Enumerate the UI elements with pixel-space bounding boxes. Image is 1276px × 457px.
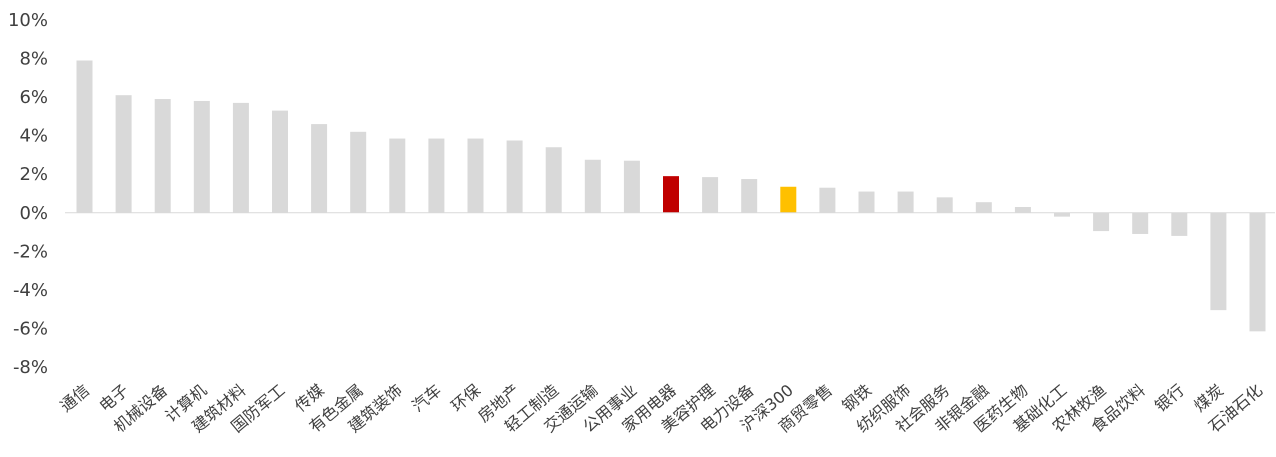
- bar-17: [741, 179, 758, 213]
- bar-24: [1014, 206, 1031, 213]
- bar-9: [428, 138, 445, 213]
- bar-30: [1249, 212, 1266, 332]
- bar-18: [780, 186, 797, 213]
- bar-11: [506, 140, 523, 213]
- y-tick-label: -4%: [13, 280, 48, 301]
- y-tick-label: -6%: [13, 318, 48, 339]
- bar-3: [193, 100, 210, 213]
- bar-21: [897, 191, 914, 213]
- x-tick-label: 银行: [1151, 381, 1188, 416]
- bar-13: [584, 159, 601, 213]
- bar-16: [702, 177, 719, 213]
- bar-12: [545, 147, 562, 213]
- y-tick-label: 6%: [19, 87, 48, 108]
- y-tick-label: 4%: [19, 126, 48, 147]
- bar-0: [76, 60, 93, 213]
- y-tick-label: 8%: [19, 49, 48, 70]
- bar-7: [350, 131, 367, 213]
- bar-14: [623, 160, 640, 213]
- bar-26: [1093, 212, 1110, 232]
- y-tick-label: -8%: [13, 357, 48, 378]
- y-tick-label: 0%: [19, 203, 48, 224]
- bar-22: [936, 197, 953, 213]
- bar-20: [858, 191, 875, 213]
- bar-25: [1054, 212, 1070, 217]
- bar-28: [1171, 212, 1188, 236]
- bar-10: [467, 138, 484, 213]
- x-tick-label: 通信: [56, 381, 93, 416]
- y-axis-labels: 10% 8% 6% 4% 2% 0% -2% -4% -6% -8%: [8, 10, 48, 378]
- bar-15: [663, 176, 679, 213]
- bar-23: [975, 202, 992, 213]
- bar-6: [311, 124, 328, 213]
- bar-4: [232, 102, 249, 213]
- bar-2: [154, 99, 171, 213]
- bar-19: [819, 187, 836, 213]
- y-tick-label: 10%: [8, 10, 48, 31]
- bar-27: [1132, 212, 1149, 234]
- bar-5: [272, 110, 288, 213]
- bar-8: [389, 138, 406, 213]
- y-tick-label: -2%: [13, 241, 48, 262]
- bar-1: [115, 95, 132, 213]
- y-tick-label: 2%: [19, 164, 48, 185]
- x-tick-label: 汽车: [408, 381, 445, 416]
- bar-29: [1210, 212, 1227, 311]
- bars: [76, 60, 1266, 332]
